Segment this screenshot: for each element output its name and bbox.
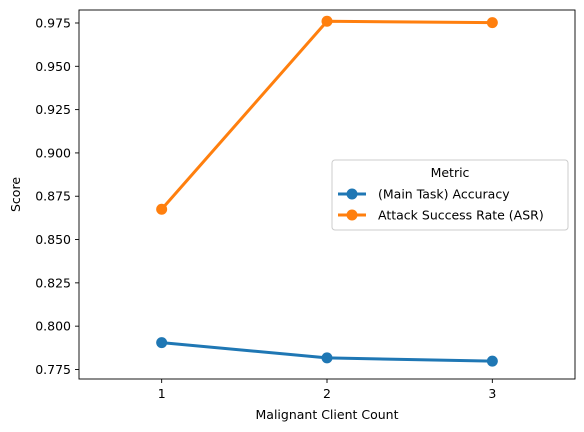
data-point xyxy=(486,17,498,29)
legend: Metric (Main Task) Accuracy Attack Succes… xyxy=(331,159,569,231)
y-tick-label: 0.775 xyxy=(35,362,71,377)
x-axis-label: Malignant Client Count xyxy=(256,407,399,422)
x-tick-label: 3 xyxy=(488,386,496,401)
y-tick-label: 0.825 xyxy=(35,275,71,290)
legend-box xyxy=(331,159,569,231)
y-axis-label: Score xyxy=(8,177,23,212)
y-tick-label: 0.950 xyxy=(35,59,71,74)
legend-label: (Main Task) Accuracy xyxy=(378,187,510,202)
y-tick-label: 0.925 xyxy=(35,102,71,117)
data-point xyxy=(156,337,168,349)
legend-marker xyxy=(346,209,358,221)
plot-area: 0.775 0.800 0.825 0.850 0.875 0.900 0.925 0.950… xyxy=(35,9,576,401)
legend-title: Metric xyxy=(431,165,470,180)
x-tick-label: 2 xyxy=(323,386,331,401)
data-point xyxy=(321,352,333,364)
y-tick-label: 0.850 xyxy=(35,232,71,247)
legend-label: Attack Success Rate (ASR) xyxy=(378,208,544,223)
data-point xyxy=(156,203,168,215)
y-tick-label: 0.975 xyxy=(35,15,71,30)
x-tick-label: 1 xyxy=(158,386,166,401)
legend-marker xyxy=(346,188,358,200)
data-point xyxy=(486,355,498,367)
y-tick-label: 0.800 xyxy=(35,319,71,334)
y-tick-label: 0.900 xyxy=(35,145,71,160)
y-tick-label: 0.875 xyxy=(35,189,71,204)
data-point xyxy=(321,15,333,27)
